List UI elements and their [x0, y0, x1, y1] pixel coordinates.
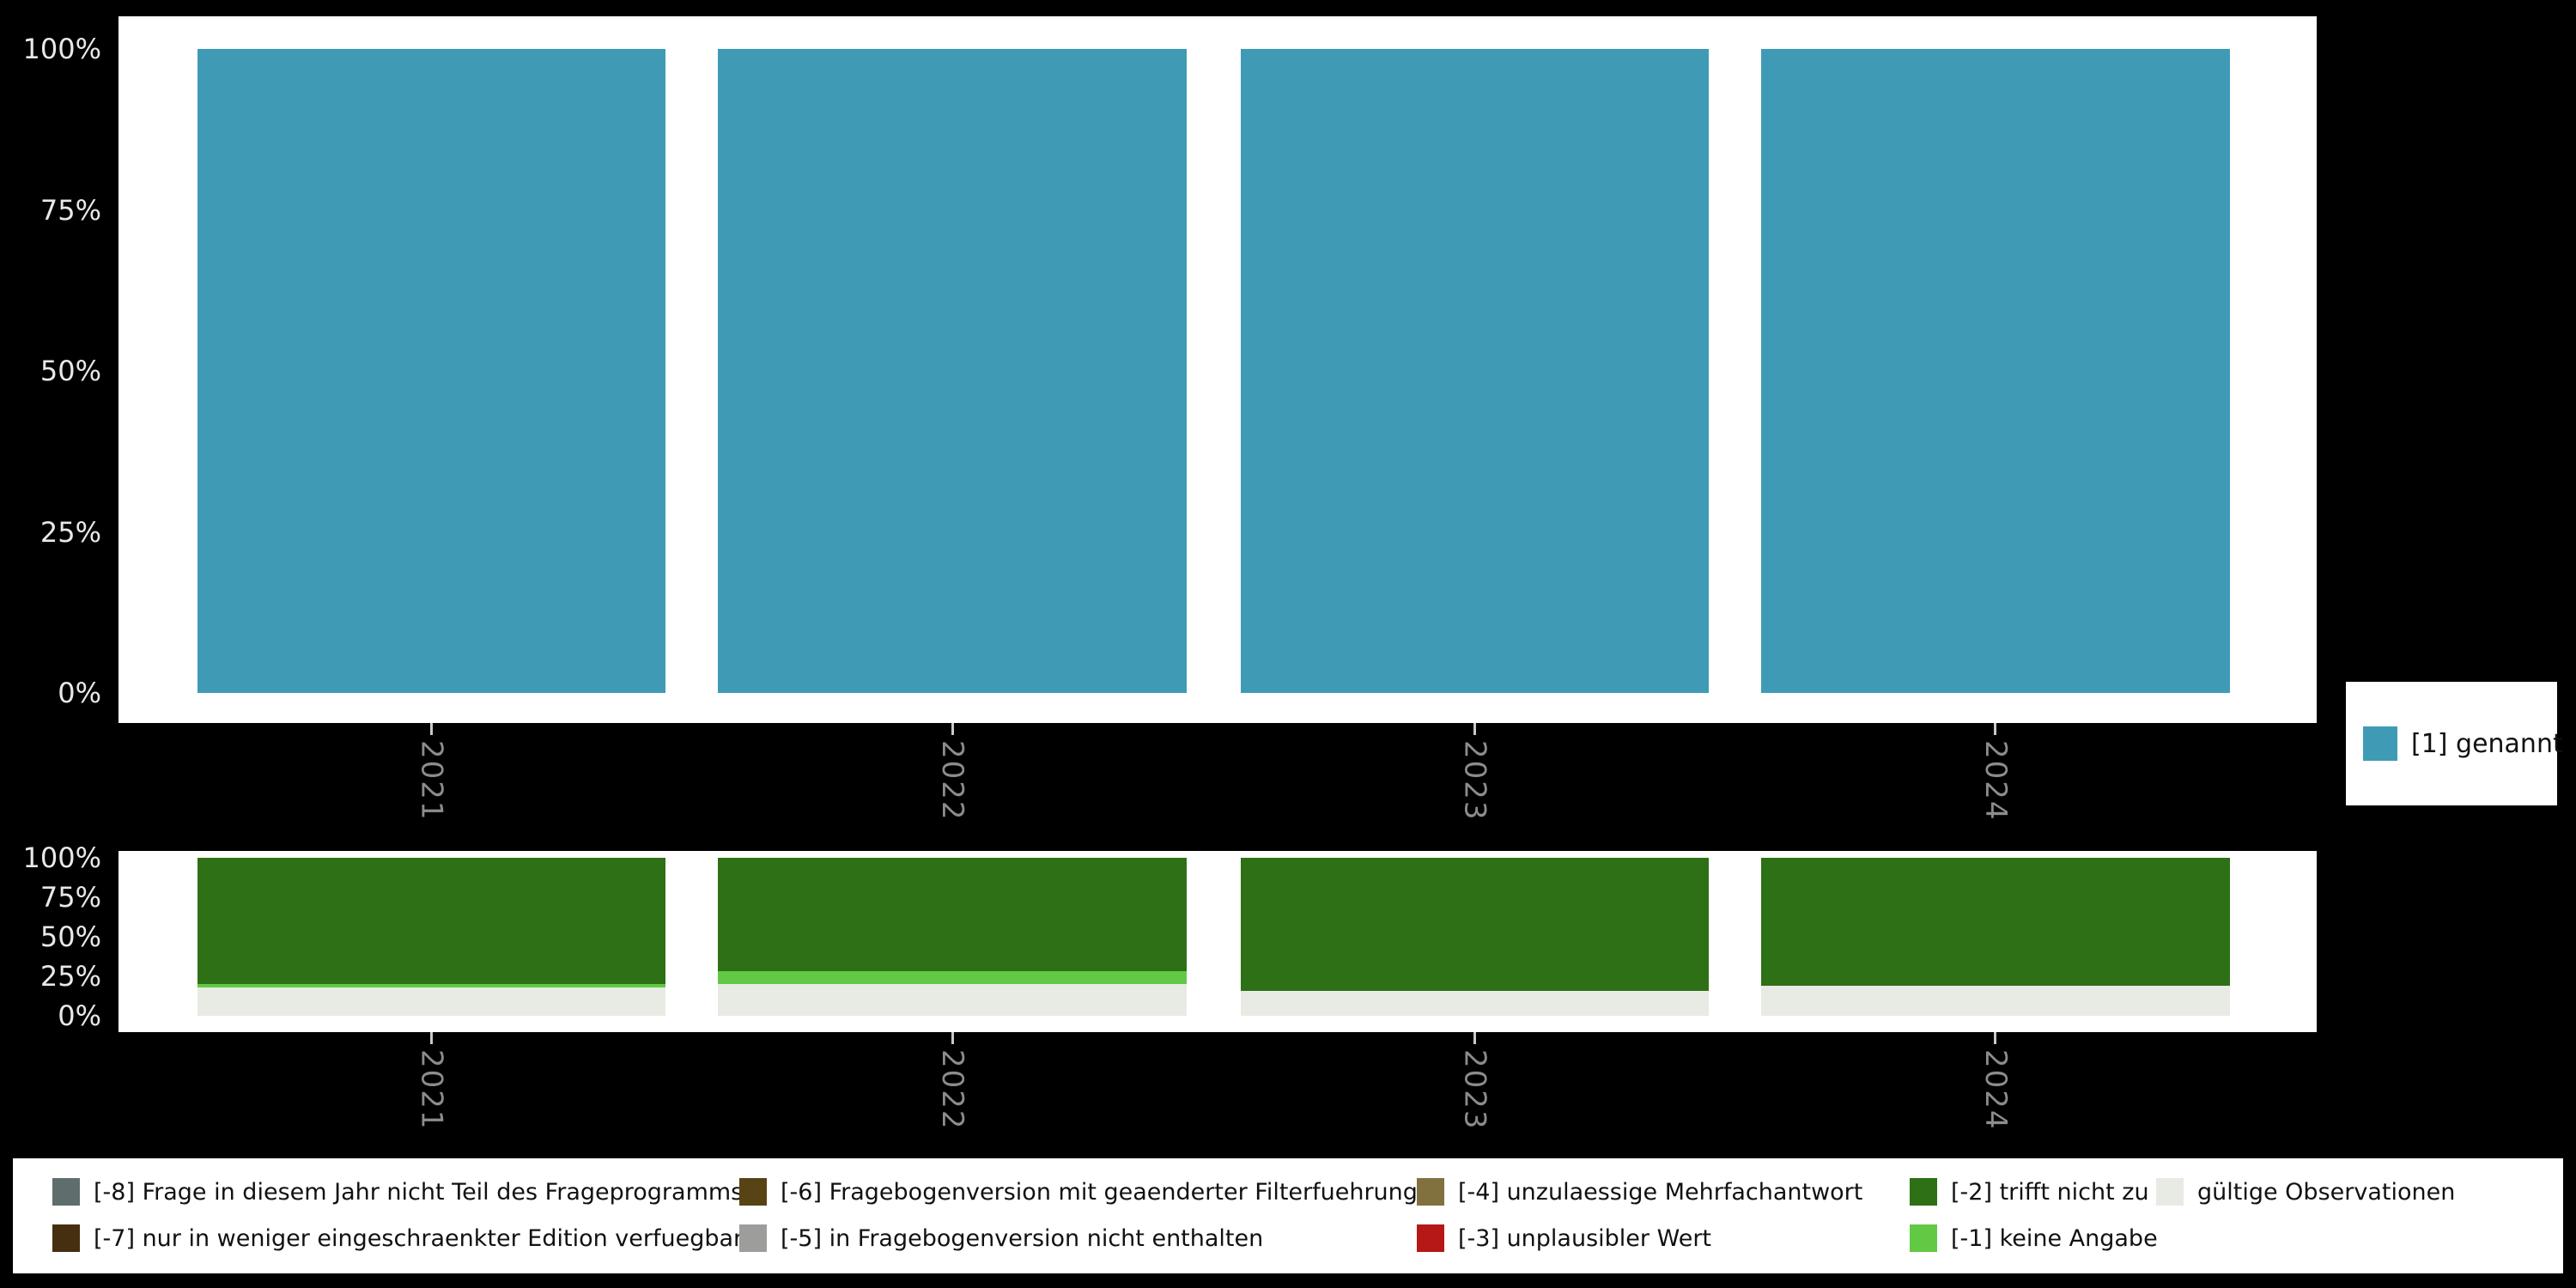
legend-column: [-4] unzulaessige Mehrfachantwort [-3] un… — [1417, 1169, 1910, 1261]
bar-2022 — [718, 858, 1187, 1016]
plot-area-bottom — [118, 858, 2317, 1016]
legend-item: [-2] trifft nicht zu — [1910, 1169, 2156, 1215]
x-axis-tick — [951, 1032, 954, 1044]
x-axis-tick — [430, 1032, 434, 1044]
y-tick-label: 25% — [39, 515, 101, 549]
legend-item: [-4] unzulaessige Mehrfachantwort — [1417, 1169, 1910, 1215]
legend-swatch — [1417, 1224, 1444, 1252]
bar-segment — [1761, 858, 2230, 987]
bar-segment — [197, 858, 666, 985]
legend-swatch — [2156, 1178, 2184, 1206]
legend-column: gültige Observationen — [2156, 1169, 2563, 1261]
legend-label: [-5] in Fragebogenversion nicht enthalte… — [781, 1224, 1264, 1252]
x-axis-tick — [1994, 1032, 1997, 1044]
bar-2023 — [1240, 858, 1710, 1016]
y-tick-label: 75% — [39, 881, 101, 914]
bar-2021 — [197, 858, 666, 1016]
legend-swatch — [2363, 726, 2397, 761]
bar-segment — [1761, 986, 2230, 1016]
bar-segment — [718, 858, 1187, 972]
x-axis-tick — [951, 723, 954, 735]
y-tick-label: 50% — [39, 920, 101, 953]
bar-segment — [1240, 990, 1710, 1016]
legend-item: [-3] unplausibler Wert — [1417, 1215, 1910, 1261]
legend-label: [1] genannt — [2411, 728, 2563, 759]
bar-segment — [718, 49, 1187, 693]
bar-2023 — [1240, 49, 1710, 693]
legend-swatch — [1910, 1224, 1937, 1252]
plot-panel-bottom — [118, 851, 2317, 1032]
bar-segment — [1240, 858, 1710, 991]
x-tick-label: 2024 — [1978, 1049, 2013, 1131]
legend-label: [-6] Fragebogenversion mit geaenderter F… — [781, 1178, 1418, 1206]
bar-2021 — [197, 49, 666, 693]
y-tick-label: 75% — [39, 193, 101, 227]
plot-area-top — [118, 49, 2317, 693]
x-axis-top: 2021 2022 2023 2024 — [118, 723, 2317, 860]
legend-swatch — [52, 1224, 80, 1252]
legend-swatch — [1910, 1178, 1937, 1206]
x-tick-label: 2022 — [935, 1049, 969, 1131]
legend-label: [-4] unzulaessige Mehrfachantwort — [1458, 1178, 1863, 1206]
x-axis-tick — [1473, 1032, 1477, 1044]
x-tick-label: 2023 — [1457, 740, 1492, 822]
legend-swatch — [1417, 1178, 1444, 1206]
x-tick-label: 2021 — [414, 740, 449, 822]
y-tick-label: 100% — [22, 33, 101, 65]
x-tick-label: 2022 — [935, 740, 969, 822]
legend-column: [-6] Fragebogenversion mit geaenderter F… — [739, 1169, 1418, 1261]
bar-segment — [197, 984, 666, 987]
bar-2024 — [1761, 858, 2230, 1016]
bar-2024 — [1761, 49, 2230, 693]
legend-swatch — [52, 1178, 80, 1206]
legend-swatch — [739, 1224, 767, 1252]
legend-label: [-1] keine Angabe — [1951, 1224, 2158, 1252]
bar-segment — [1240, 49, 1710, 693]
legend-item: [-8] Frage in diesem Jahr nicht Teil des… — [52, 1169, 743, 1215]
legend-column: [-8] Frage in diesem Jahr nicht Teil des… — [52, 1169, 743, 1261]
legend-label: [-3] unplausibler Wert — [1458, 1224, 1712, 1252]
y-axis-top: 100% 75% 50% 25% 0% — [0, 33, 106, 709]
x-axis-bottom: 2021 2022 2023 2024 — [118, 1032, 2317, 1170]
bar-segment — [1761, 49, 2230, 693]
bar-segment — [718, 971, 1187, 985]
bar-2022 — [718, 49, 1187, 693]
legend-label: gültige Observationen — [2197, 1178, 2456, 1206]
legend-label: [-2] trifft nicht zu — [1951, 1178, 2149, 1206]
x-axis-tick — [1473, 723, 1477, 735]
x-axis-tick — [1994, 723, 1997, 735]
x-tick-label: 2021 — [414, 1049, 449, 1131]
y-tick-label: 0% — [58, 677, 101, 709]
y-tick-label: 100% — [22, 841, 101, 874]
legend-label: [-7] nur in weniger eingeschraenkter Edi… — [94, 1224, 744, 1252]
x-axis-tick — [430, 723, 434, 735]
y-tick-label: 25% — [39, 960, 101, 993]
plot-panel-top — [118, 16, 2317, 723]
y-tick-label: 50% — [39, 355, 101, 387]
legend-swatch — [739, 1178, 767, 1206]
legend-item: gültige Observationen — [2156, 1169, 2563, 1215]
legend-item: [-5] in Fragebogenversion nicht enthalte… — [739, 1215, 1417, 1261]
legend-item: [-6] Fragebogenversion mit geaenderter F… — [739, 1169, 1418, 1215]
legend-item: [-1] keine Angabe — [1910, 1215, 2158, 1261]
legend-bottom: [-8] Frage in diesem Jahr nicht Teil des… — [13, 1158, 2563, 1273]
bar-segment — [197, 49, 666, 693]
y-tick-label: 0% — [58, 999, 101, 1032]
legend-item: [-7] nur in weniger eingeschraenkter Edi… — [52, 1215, 743, 1261]
legend-column: [-2] trifft nicht zu [-1] keine Angabe — [1910, 1169, 2158, 1261]
legend-label: [-8] Frage in diesem Jahr nicht Teil des… — [94, 1178, 744, 1206]
bar-segment — [718, 984, 1187, 1016]
legend-top-right: [1] genannt — [2346, 682, 2563, 805]
x-tick-label: 2024 — [1978, 740, 2013, 822]
x-tick-label: 2023 — [1457, 1049, 1492, 1131]
y-axis-bottom: 100% 75% 50% 25% 0% — [0, 841, 106, 1032]
bar-segment — [197, 987, 666, 1016]
